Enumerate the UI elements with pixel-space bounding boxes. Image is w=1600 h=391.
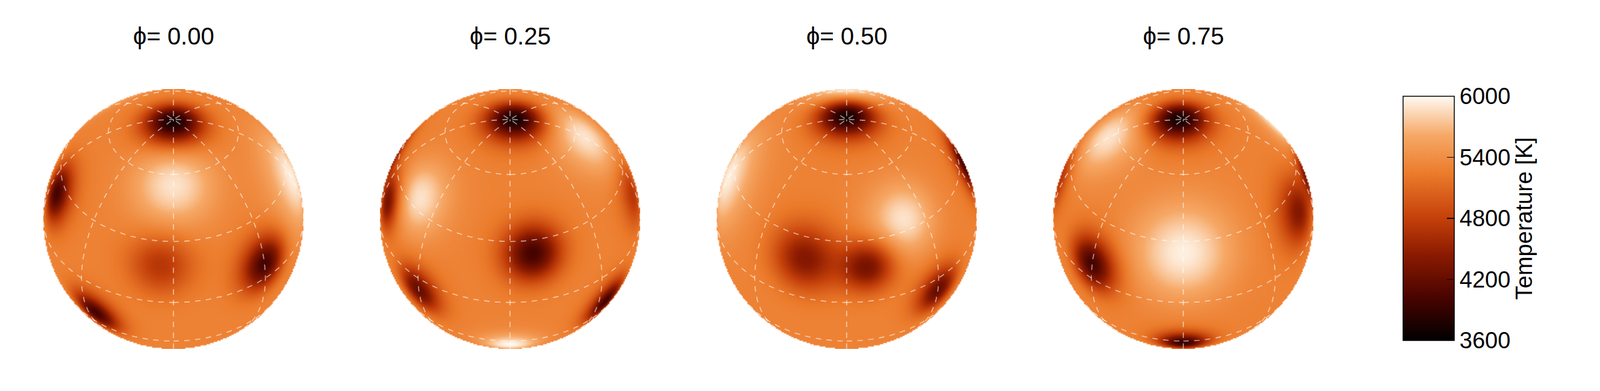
svg-text:ϕ= 0.00: ϕ= 0.00 [133,22,215,50]
svg-text:ϕ= 0.25: ϕ= 0.25 [469,22,551,50]
svg-text:ϕ= 0.75: ϕ= 0.75 [1142,22,1225,50]
svg-text:3600: 3600 [1459,328,1511,354]
svg-text:4800: 4800 [1459,205,1511,232]
svg-text:4200: 4200 [1459,267,1511,293]
svg-text:5400: 5400 [1459,145,1511,171]
svg-text:Temperature [K]: Temperature [K] [1511,137,1537,300]
svg-text:ϕ= 0.50: ϕ= 0.50 [806,22,888,50]
svg-text:6000: 6000 [1459,83,1511,109]
